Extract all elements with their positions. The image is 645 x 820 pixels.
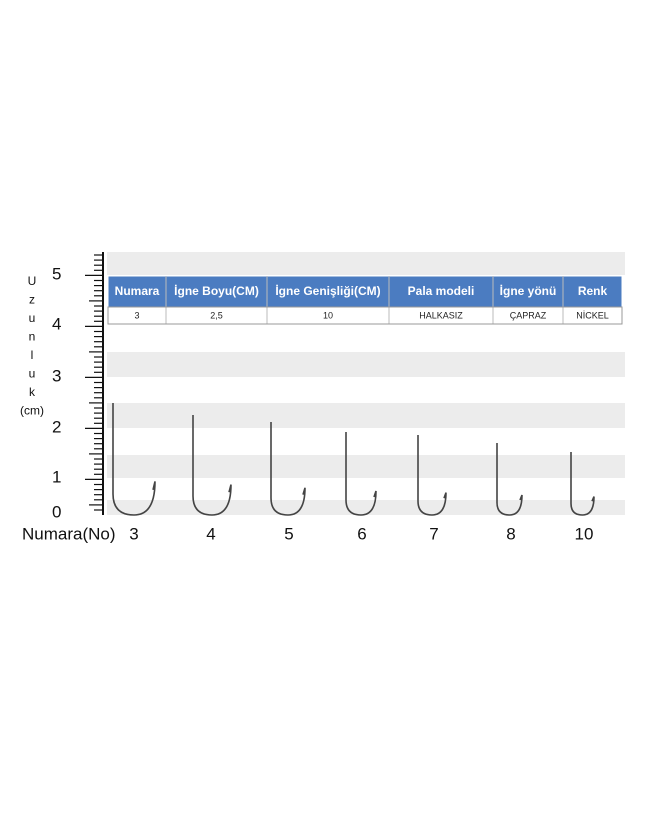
table-cell: 3 (134, 310, 139, 320)
table-header: İgne Boyu(CM) (174, 283, 259, 298)
hook (417, 435, 447, 516)
table-header-bg (107, 275, 623, 308)
table-cell: 10 (323, 310, 333, 320)
hook-number: 5 (284, 524, 293, 543)
table-cell: HALKASIZ (419, 310, 463, 320)
hook (570, 452, 595, 516)
hook (270, 422, 306, 516)
table-header: İgne yönü (500, 283, 557, 298)
scale-label: 2 (52, 417, 61, 436)
table-header: İgne Genişliği(CM) (275, 283, 380, 298)
scale-label: 1 (52, 467, 61, 486)
axis-letter: k (29, 385, 36, 399)
hook-number: 7 (429, 524, 438, 543)
axis-letter: (cm) (20, 404, 44, 418)
hook (496, 443, 523, 516)
axis-letter: n (29, 330, 36, 344)
hooks (112, 403, 595, 516)
table-cell: ÇAPRAZ (510, 310, 547, 320)
hook-number: 6 (357, 524, 366, 543)
hook-number: 10 (575, 524, 594, 543)
axis-letter: u (29, 367, 36, 381)
hook-number: 4 (206, 524, 215, 543)
axis-letter: l (31, 348, 34, 362)
axis-letter: z (29, 293, 35, 307)
table-header: Renk (578, 284, 608, 298)
hook-axis-label: Numara(No) (22, 524, 116, 543)
table-header: Numara (115, 284, 160, 298)
table-header: Pala modeli (408, 284, 475, 298)
axis-letter: u (29, 311, 36, 325)
axis-letter: U (28, 274, 37, 288)
table-row-bg (107, 306, 623, 325)
table-cell: 2,5 (210, 310, 223, 320)
ruler-ticks (85, 254, 103, 511)
scale-label: 5 (52, 264, 61, 283)
scale-label: 4 (52, 314, 61, 333)
hook (192, 415, 232, 516)
hook-number: 3 (129, 524, 138, 543)
hook (345, 432, 377, 516)
hook (112, 403, 156, 516)
scale-label: 3 (52, 366, 61, 385)
table-cell: NİCKEL (576, 310, 609, 320)
hook-number: 8 (506, 524, 515, 543)
scale-label: 0 (52, 502, 61, 521)
